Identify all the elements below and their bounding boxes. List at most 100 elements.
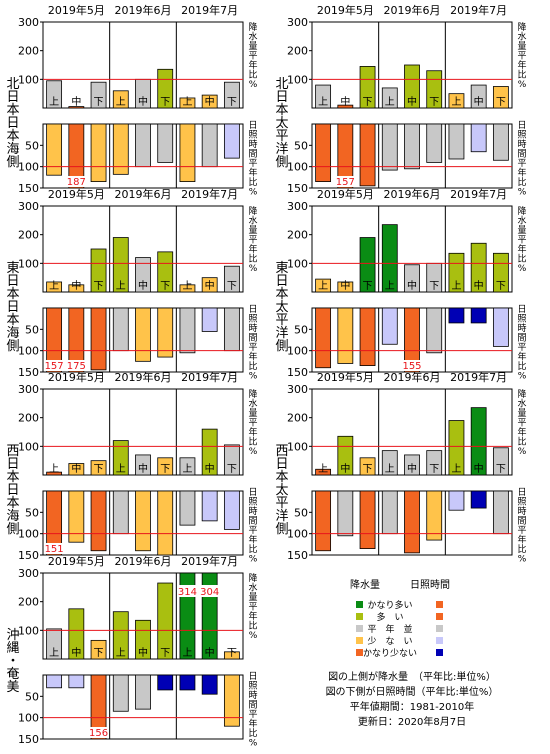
month-label: 2019年5月 (48, 3, 105, 17)
dekad-label: 中 (138, 95, 148, 108)
precip-tick-label: 300 (18, 200, 39, 213)
precip-bar (381, 87, 398, 109)
precip-tick-label: 300 (287, 200, 308, 213)
dekad-label: 下 (429, 97, 439, 108)
precip-bar (359, 66, 376, 109)
month-label: 2019年5月 (48, 187, 105, 201)
precip-bar (157, 457, 174, 476)
sunshine-tick-label: 50 (294, 506, 308, 519)
month-label: 2019年7月 (181, 370, 238, 384)
month-label: 2019年7月 (450, 187, 507, 201)
precip-bar (315, 84, 332, 109)
dekad-label: 中 (407, 462, 417, 475)
precip-bar (157, 251, 174, 293)
dekad-label: 下 (496, 281, 506, 292)
over-label-bg (402, 360, 422, 371)
region-label: 沖縄・奄美 (6, 628, 19, 695)
precip-bar (470, 84, 487, 109)
precip-tick-label: 300 (18, 16, 39, 29)
sunshine-over-label: 157 (336, 177, 355, 188)
legend-sun-swatch (436, 637, 443, 644)
dekad-label: 下 (94, 464, 104, 475)
sunshine-over-label: 175 (67, 361, 86, 372)
sunshine-bar (112, 674, 129, 712)
month-label: 2019年5月 (317, 3, 374, 17)
sunshine-bar (315, 123, 332, 182)
month-label: 2019年7月 (450, 370, 507, 384)
sunshine-bar (157, 307, 174, 358)
dekad-label: 上 (182, 463, 192, 475)
sunshine-bar (135, 490, 151, 552)
sunshine-tick-label: 50 (294, 139, 308, 152)
sunshine-tick-label: 150 (18, 366, 39, 379)
precip-bar (90, 639, 107, 660)
precip-bar (112, 90, 129, 109)
sunshine-unit-label: 日照時間平年比% (248, 120, 257, 198)
precip-unit-label: 降水量平年比% (248, 205, 257, 274)
dekad-label: 中 (474, 279, 484, 292)
note-line4: 更新日：2020年8月7日 (358, 715, 466, 728)
sunshine-bar (135, 674, 151, 710)
precip-tick-label: 100 (287, 73, 308, 86)
precip-bar (426, 70, 443, 109)
sunshine-bar (179, 123, 196, 182)
dekad-label: 中 (71, 462, 81, 475)
dekad-label: 中 (340, 95, 350, 108)
legend-category-label: 少 な い (367, 636, 412, 647)
region-label: 北日本太平洋側 (275, 77, 288, 170)
sunshine-unit-label: 日照時間平年比% (248, 487, 257, 565)
precip-bar (68, 106, 85, 109)
month-label: 2019年7月 (181, 3, 238, 17)
month-label: 2019年6月 (384, 3, 441, 17)
dekad-label: 下 (227, 97, 237, 108)
sunshine-tick-label: 150 (287, 549, 308, 562)
over-label-bg (44, 360, 64, 371)
legend-sun-swatch (436, 601, 443, 608)
precip-bar (404, 454, 420, 476)
sunshine-bar (68, 674, 85, 689)
sunshine-bar (90, 490, 107, 552)
dekad-label: 中 (138, 462, 148, 475)
sunshine-tick-label: 150 (287, 366, 308, 379)
dekad-label: 上 (182, 647, 192, 659)
precip-unit-label: 降水量平年比% (517, 205, 526, 274)
sunshine-tick-label: 150 (18, 182, 39, 195)
legend-sun-swatch (436, 613, 443, 620)
precip-bar (179, 97, 196, 109)
dekad-label: 下 (160, 97, 170, 108)
sunshine-tick-label: 50 (25, 323, 39, 336)
region-label: 西日本太平洋側 (275, 444, 288, 537)
over-label-bg (177, 585, 197, 597)
precip-bar (46, 281, 63, 293)
sunshine-bar (492, 490, 509, 535)
precip-tick-label: 200 (287, 412, 308, 425)
dekad-label: 下 (429, 281, 439, 292)
sunshine-bar (112, 123, 129, 175)
sunshine-bar (201, 674, 218, 695)
dekad-label: 上 (451, 463, 461, 475)
sunshine-over-label: 155 (402, 361, 421, 372)
dekad-label: 中 (205, 279, 215, 292)
sunshine-over-label: 156 (89, 728, 108, 739)
sunshine-bar (46, 123, 63, 176)
dekad-label: 上 (385, 96, 395, 108)
sunshine-bar (404, 490, 420, 554)
precip-bar (426, 450, 443, 476)
legend-category-label: 多 い (376, 611, 403, 623)
sunshine-over-label: 151 (45, 544, 64, 555)
dekad-label: 中 (340, 279, 350, 292)
sunshine-bar (448, 490, 465, 511)
sunshine-unit-label: 日照時間平年比% (248, 671, 257, 749)
over-label-bg (200, 585, 220, 597)
sunshine-tick-label: 50 (294, 323, 308, 336)
sunshine-tick-label: 100 (287, 161, 308, 174)
precip-bar (46, 471, 63, 476)
precip-bar (492, 447, 509, 476)
legend-category-label: 平 年 並 (367, 623, 412, 635)
sunshine-tick-label: 150 (287, 182, 308, 195)
dekad-label: 下 (160, 648, 170, 659)
sunshine-bar (337, 490, 354, 537)
sunshine-bar (201, 123, 218, 168)
note-line3: 平年値期間：1981-2010年 (350, 700, 475, 713)
